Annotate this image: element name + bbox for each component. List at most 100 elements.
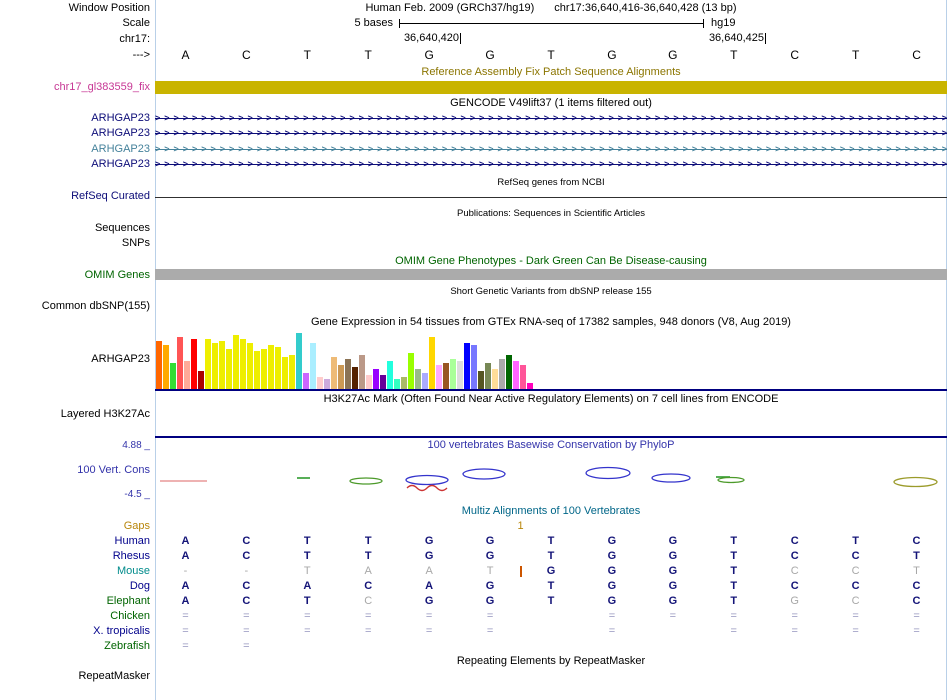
gene-model-row-arhgap23-2[interactable]: >>>>>>>>>>>>>>>>>>>>>>>>>>>>>>>>>>>>>>>>…: [155, 127, 947, 140]
track-label-omim-genes[interactable]: OMIM Genes: [84, 269, 150, 281]
gtex-tissue-bar-51[interactable]: [506, 355, 512, 389]
gtex-tissue-bar-52[interactable]: [513, 361, 519, 389]
gtex-tissue-bar-42[interactable]: [443, 363, 449, 389]
gtex-tissue-bar-12[interactable]: [233, 335, 239, 389]
alignment-base-x-tropicalis-1: =: [182, 625, 189, 637]
gtex-tissue-bar-18[interactable]: [275, 347, 281, 389]
gtex-tissue-bar-54[interactable]: [527, 383, 533, 389]
gtex-tissue-bar-33[interactable]: [380, 375, 386, 389]
gtex-tissue-bar-17[interactable]: [268, 345, 274, 389]
track-label-arhgap23[interactable]: ARHGAP23: [91, 127, 150, 139]
gtex-tissue-bar-14[interactable]: [247, 343, 253, 389]
gtex-tissue-bar-5[interactable]: [184, 361, 190, 389]
track-label-common-dbsnp-155[interactable]: Common dbSNP(155): [41, 300, 150, 312]
track-label-repeatmasker[interactable]: RepeatMasker: [78, 670, 150, 682]
track-label-rhesus[interactable]: Rhesus: [112, 550, 150, 562]
track-label-x-tropicalis[interactable]: X. tropicalis: [93, 625, 150, 637]
track-label-elephant[interactable]: Elephant: [106, 595, 150, 607]
track-label-arhgap23[interactable]: ARHGAP23: [91, 143, 150, 155]
gtex-tissue-bar-28[interactable]: [345, 359, 351, 389]
gtex-tissue-bar-3[interactable]: [170, 363, 176, 389]
gtex-tissue-bar-35[interactable]: [394, 379, 400, 389]
gtex-tissue-bar-44[interactable]: [457, 361, 463, 389]
track-label-scale: Scale: [122, 17, 150, 29]
alignment-base-rhesus-1: A: [181, 550, 190, 562]
alignment-base-elephant-10: T: [730, 595, 738, 607]
right-guide-line: [946, 0, 947, 700]
omim-gene-bar[interactable]: [155, 269, 947, 280]
track-label-human[interactable]: Human: [114, 535, 150, 547]
gtex-expression-chart[interactable]: [156, 331, 533, 389]
genome-build-label: hg19: [711, 17, 736, 29]
gene-model-row-arhgap23-1[interactable]: >>>>>>>>>>>>>>>>>>>>>>>>>>>>>>>>>>>>>>>>…: [155, 112, 947, 125]
track-label-100-vert-cons[interactable]: 100 Vert. Cons: [77, 464, 150, 476]
phylop-conservation-plot[interactable]: [155, 448, 947, 502]
track-label-sequences[interactable]: Sequences: [94, 222, 150, 234]
gtex-tissue-bar-31[interactable]: [366, 375, 372, 389]
gtex-tissue-bar-10[interactable]: [219, 341, 225, 389]
gtex-tissue-bar-15[interactable]: [254, 351, 260, 389]
gtex-tissue-bar-21[interactable]: [296, 333, 302, 389]
gtex-tissue-bar-34[interactable]: [387, 361, 393, 389]
gtex-tissue-bar-32[interactable]: [373, 369, 379, 389]
gtex-tissue-bar-11[interactable]: [226, 349, 232, 389]
alignment-base-mouse-5: A: [425, 565, 433, 577]
gtex-tissue-bar-45[interactable]: [464, 343, 470, 389]
gtex-tissue-bar-2[interactable]: [163, 345, 169, 389]
gtex-tissue-bar-40[interactable]: [429, 337, 435, 389]
gtex-tissue-bar-24[interactable]: [317, 377, 323, 389]
track-label-chicken[interactable]: Chicken: [110, 610, 150, 622]
track-label-arhgap23[interactable]: ARHGAP23: [91, 353, 150, 365]
gtex-tissue-bar-50[interactable]: [499, 359, 505, 389]
gtex-tissue-bar-4[interactable]: [177, 337, 183, 389]
gtex-tissue-bar-49[interactable]: [492, 369, 498, 389]
gtex-tissue-bar-36[interactable]: [401, 377, 407, 389]
gtex-tissue-bar-48[interactable]: [485, 363, 491, 389]
gtex-tissue-bar-22[interactable]: [303, 373, 309, 389]
gtex-tissue-bar-13[interactable]: [240, 339, 246, 389]
gtex-tissue-bar-20[interactable]: [289, 355, 295, 389]
gtex-tissue-bar-43[interactable]: [450, 359, 456, 389]
gtex-tissue-bar-25[interactable]: [324, 379, 330, 389]
gtex-tissue-bar-23[interactable]: [310, 343, 316, 389]
gtex-tissue-bar-19[interactable]: [282, 357, 288, 389]
track-label-chr17-gl383559-fix[interactable]: chr17_gl383559_fix: [53, 81, 150, 93]
gtex-tissue-bar-27[interactable]: [338, 365, 344, 389]
track-label-zebrafish[interactable]: Zebrafish: [104, 640, 150, 652]
gtex-tissue-bar-29[interactable]: [352, 367, 358, 389]
gtex-tissue-bar-46[interactable]: [471, 345, 477, 389]
track-label-snps[interactable]: SNPs: [121, 237, 150, 249]
gtex-tissue-bar-30[interactable]: [359, 355, 365, 389]
gene-model-row-arhgap23-4[interactable]: >>>>>>>>>>>>>>>>>>>>>>>>>>>>>>>>>>>>>>>>…: [155, 158, 947, 171]
gtex-tissue-bar-26[interactable]: [331, 357, 337, 389]
alignment-base-dog-3: A: [303, 580, 312, 592]
refseq-curated-item[interactable]: [155, 197, 947, 198]
gene-model-row-arhgap23-3[interactable]: >>>>>>>>>>>>>>>>>>>>>>>>>>>>>>>>>>>>>>>>…: [155, 143, 947, 156]
gtex-tissue-bar-8[interactable]: [205, 339, 211, 389]
alignment-base-chicken-2: =: [243, 610, 250, 622]
gtex-tissue-bar-39[interactable]: [422, 373, 428, 389]
gtex-tissue-bar-6[interactable]: [191, 339, 197, 389]
alignment-base-elephant-3: T: [303, 595, 311, 607]
gtex-tissue-bar-53[interactable]: [520, 365, 526, 389]
track-label-arhgap23[interactable]: ARHGAP23: [91, 158, 150, 170]
alignment-base-chicken-3: =: [304, 610, 311, 622]
alignment-base-x-tropicalis-11: =: [791, 625, 798, 637]
track-label-gaps[interactable]: Gaps: [123, 520, 150, 532]
gtex-tissue-bar-9[interactable]: [212, 343, 218, 389]
alignment-base-rhesus-5: G: [424, 550, 434, 562]
fix-patch-alignment-bar[interactable]: [155, 81, 947, 94]
gtex-tissue-bar-7[interactable]: [198, 371, 204, 389]
track-label-dog[interactable]: Dog: [129, 580, 150, 592]
gtex-tissue-bar-41[interactable]: [436, 365, 442, 389]
track-label-mouse[interactable]: Mouse: [116, 565, 150, 577]
phylop-mark-3: [349, 477, 383, 485]
gtex-tissue-bar-38[interactable]: [415, 369, 421, 389]
gtex-tissue-bar-47[interactable]: [478, 371, 484, 389]
track-label-layered-h3k27ac[interactable]: Layered H3K27Ac: [60, 408, 150, 420]
gtex-tissue-bar-1[interactable]: [156, 341, 162, 389]
track-label-refseq-curated[interactable]: RefSeq Curated: [71, 190, 150, 202]
track-label-arhgap23[interactable]: ARHGAP23: [91, 112, 150, 124]
gtex-tissue-bar-16[interactable]: [261, 349, 267, 389]
gtex-tissue-bar-37[interactable]: [408, 353, 414, 389]
